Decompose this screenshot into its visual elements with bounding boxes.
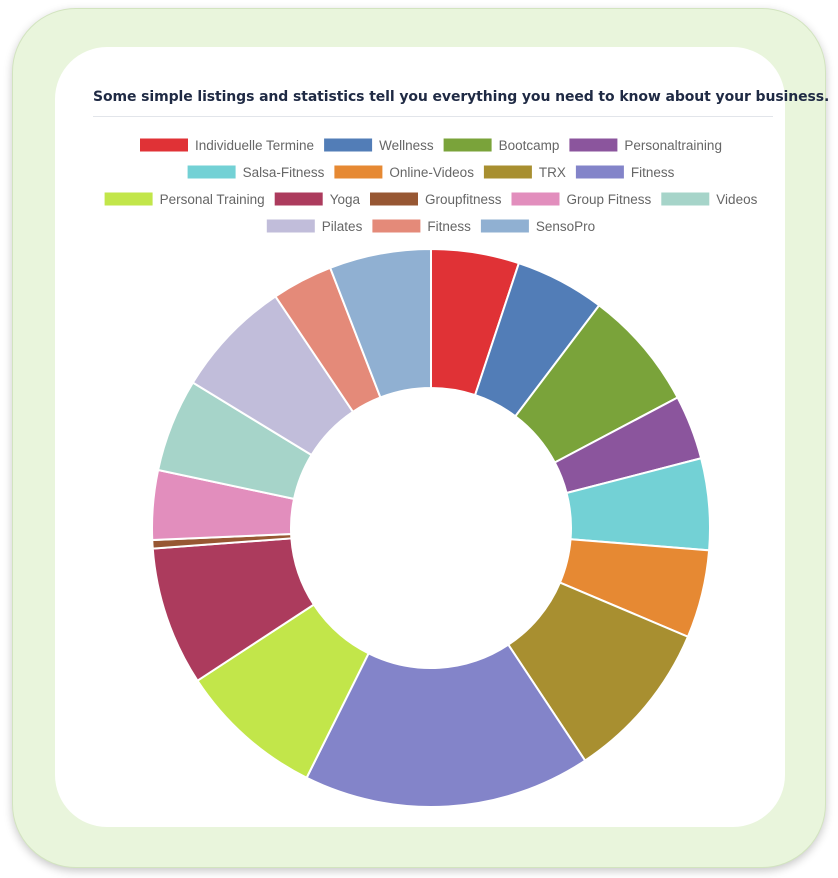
legend-label: Salsa-Fitness <box>243 165 325 180</box>
legend-item[interactable]: Bootcamp <box>443 138 560 153</box>
chart-legend[interactable]: Individuelle Termine Wellness Bootcamp Pers… <box>104 138 758 234</box>
page-subtitle: Some simple listings and statistics tell… <box>93 89 830 105</box>
legend-label: Videos <box>716 192 757 207</box>
legend-swatch <box>334 165 383 179</box>
legend-item[interactable]: Groupfitness <box>370 192 502 207</box>
doughnut-slice[interactable] <box>328 247 432 399</box>
legend-swatch <box>140 138 188 152</box>
legend-label: TRX <box>539 165 566 180</box>
divider <box>93 116 773 117</box>
legend-label: Personal Training <box>160 192 265 207</box>
legend-item[interactable]: Videos <box>661 192 758 207</box>
legend-label: Group Fitness <box>567 192 652 207</box>
legend-item[interactable]: Online-Videos <box>334 165 474 180</box>
legend-label: Groupfitness <box>425 192 502 207</box>
legend-swatch <box>274 192 323 206</box>
legend-swatch <box>266 219 315 233</box>
legend-label: Fitness <box>427 219 471 234</box>
legend-item[interactable]: Salsa-Fitness <box>187 165 325 180</box>
legend-swatch <box>575 165 624 179</box>
legend-item[interactable]: Pilates <box>266 219 363 234</box>
doughnut-slice[interactable] <box>305 643 587 808</box>
legend-item[interactable]: Fitness <box>575 165 675 180</box>
legend-label: SensoPro <box>536 219 595 234</box>
legend-label: Personaltraining <box>624 138 722 153</box>
legend-swatch <box>569 138 618 152</box>
legend-item[interactable]: Personaltraining <box>569 138 722 153</box>
legend-swatch <box>480 219 529 233</box>
chart-slices <box>151 247 711 808</box>
legend-item[interactable]: Wellness <box>324 138 434 153</box>
legend-item[interactable]: Personal Training <box>104 192 265 207</box>
legend-label: Pilates <box>322 219 363 234</box>
legend-item[interactable]: SensoPro <box>480 219 595 234</box>
legend-label: Individuelle Termine <box>195 138 314 153</box>
legend-swatch <box>372 219 421 233</box>
legend-swatch <box>104 192 153 206</box>
legend-label: Fitness <box>631 165 675 180</box>
legend-item[interactable]: Individuelle Termine <box>140 138 314 153</box>
legend-item[interactable]: Fitness <box>372 219 471 234</box>
legend-label: Wellness <box>379 138 434 153</box>
legend-swatch <box>483 165 532 179</box>
legend-label: Online-Videos <box>389 165 474 180</box>
legend-label: Yoga <box>330 192 361 207</box>
legend-swatch <box>443 138 492 152</box>
legend-swatch <box>324 138 373 152</box>
legend-item[interactable]: Group Fitness <box>511 192 652 207</box>
legend-label: Bootcamp <box>499 138 560 153</box>
legend-swatch <box>661 192 710 206</box>
legend-item[interactable]: TRX <box>483 165 566 180</box>
legend-swatch <box>187 165 236 179</box>
legend-item[interactable]: Yoga <box>274 192 361 207</box>
legend-swatch <box>511 192 560 206</box>
legend-swatch <box>370 192 418 206</box>
